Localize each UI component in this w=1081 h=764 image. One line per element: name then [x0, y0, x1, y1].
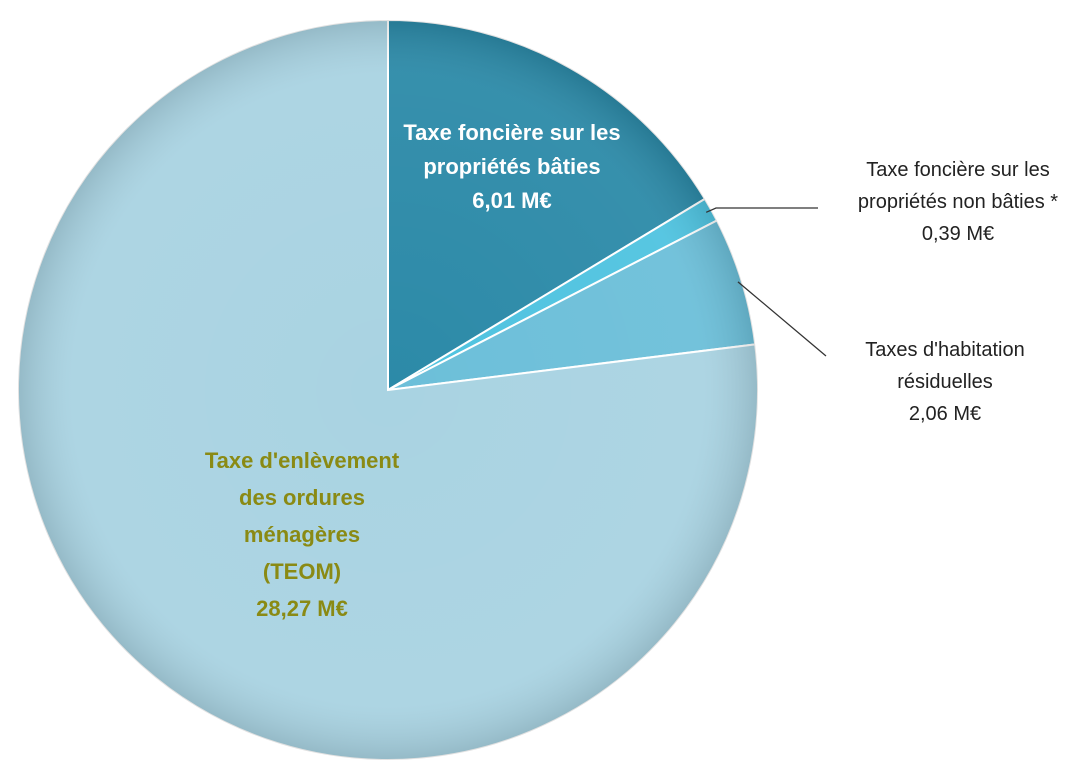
slice-label-line: Taxe foncière sur les — [866, 159, 1049, 181]
slice-label-taxe-fonciere-sur-les-proprietes-baties: Taxe foncière sur les propriétés bâties 6,… — [403, 120, 620, 213]
leader-line-taxes-d-habitation-residuelles — [737, 281, 827, 357]
slice-label-line: propriétés bâties — [423, 154, 600, 179]
slice-label-line: résiduelles — [897, 371, 993, 393]
pie-slices — [17, 18, 759, 761]
slice-value-label: 2,06 M€ — [909, 403, 981, 425]
slice-label-line: Taxe foncière sur les — [403, 120, 620, 145]
slice-label-line: Taxes d'habitation — [865, 339, 1024, 361]
slice-label-line: ménagères — [244, 522, 360, 547]
slice-label-line: propriétés non bâties * — [858, 191, 1058, 213]
slice-label-taxes-d-habitation-residuelles: Taxes d'habitation résiduelles 2,06 M€ — [865, 339, 1024, 425]
slice-label-line: des ordures — [239, 485, 365, 510]
slice-label-taxe-fonciere-sur-les-proprietes-non-baties: Taxe foncière sur les propriétés non bâti… — [858, 159, 1058, 245]
leader-line-taxe-fonciere-sur-les-proprietes-non-baties — [705, 207, 818, 213]
slice-value-label: 0,39 M€ — [922, 223, 994, 245]
slice-value-label: 28,27 M€ — [256, 596, 348, 621]
slice-value-label: 6,01 M€ — [472, 188, 552, 213]
slice-label-line: (TEOM) — [263, 559, 341, 584]
slice-labels: Taxe foncière sur les propriétés bâties 6,… — [205, 120, 1058, 621]
slice-label-taxe-d-enlevement-des-ordures-menageres-teom: Taxe d'enlèvement des ordures ménagères (TE… — [205, 448, 400, 621]
leader-lines — [705, 207, 827, 357]
slice-label-line: Taxe d'enlèvement — [205, 448, 400, 473]
